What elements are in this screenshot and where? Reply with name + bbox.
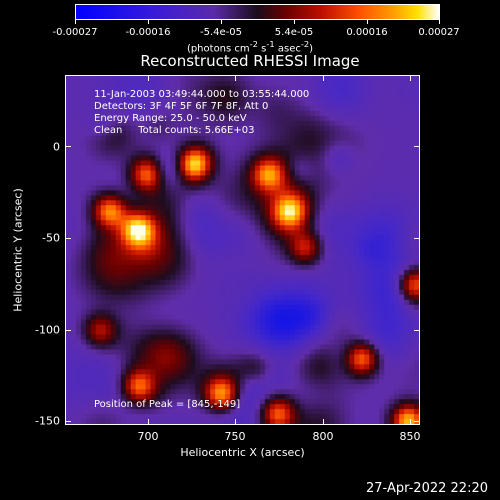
y-tick-label: -100 (35, 323, 60, 337)
timestamp: 27-Apr-2022 22:20 (366, 481, 488, 496)
info-time-range: 11-Jan-2003 03:49:44.000 to 03:55:44.000 (94, 89, 310, 100)
colorbar-units: (photons cm-2 s-1 asec-2) (186, 39, 314, 55)
colorbar-tick (367, 20, 368, 24)
x-tick-label: 800 (312, 430, 334, 443)
colorbar-tick (148, 20, 149, 24)
x-tick (235, 75, 236, 81)
y-tick (414, 421, 420, 422)
colorbar-label: 0.00027 (418, 27, 460, 38)
x-tick-label: 750 (224, 430, 246, 443)
colorbar-tick (294, 20, 295, 24)
y-tick (414, 238, 420, 239)
x-tick (235, 419, 236, 425)
colorbar-label: 0.00016 (346, 27, 388, 38)
y-tick (65, 146, 71, 147)
plot-title: Reconstructed RHESSI Image (140, 52, 360, 70)
info-detectors: Detectors: 3F 4F 5F 6F 7F 8F, Att 0 (94, 101, 269, 112)
info-energy-range: Energy Range: 25.0 - 50.0 keV (94, 113, 247, 124)
x-tick (323, 75, 324, 81)
y-tick-label: 0 (53, 140, 60, 154)
x-tick (410, 419, 411, 425)
x-tick (410, 75, 411, 81)
info-peak-position: Position of Peak = [845,-149] (94, 399, 241, 410)
y-tick (414, 146, 420, 147)
colorbar-label: -5.4e-05 (200, 27, 242, 38)
x-tick (323, 419, 324, 425)
y-tick (65, 421, 71, 422)
colorbar-label: 5.4e-05 (274, 27, 314, 38)
x-tick-label: 700 (137, 430, 159, 443)
heatmap-image (66, 76, 419, 424)
colorbar-label: -0.00016 (125, 27, 171, 38)
y-axis-label: Heliocentric Y (arcsec) (11, 188, 25, 312)
x-tick-label: 850 (399, 430, 421, 443)
colorbar (75, 4, 440, 20)
y-tick (65, 238, 71, 239)
colorbar-tick (75, 20, 76, 24)
info-clean-counts: Clean Total counts: 5.66E+03 (94, 125, 255, 136)
x-axis-label: Heliocentric X (arcsec) (180, 446, 305, 459)
x-tick (148, 419, 149, 425)
y-tick (414, 330, 420, 331)
x-tick (148, 75, 149, 81)
colorbar-label: -0.00027 (52, 27, 98, 38)
colorbar-tick (221, 20, 222, 24)
image-plot: 11-Jan-2003 03:49:44.000 to 03:55:44.000… (65, 75, 420, 425)
y-tick (65, 330, 71, 331)
y-tick-label: -150 (35, 414, 60, 428)
colorbar-tick (439, 20, 440, 24)
y-tick-label: -50 (42, 231, 60, 245)
